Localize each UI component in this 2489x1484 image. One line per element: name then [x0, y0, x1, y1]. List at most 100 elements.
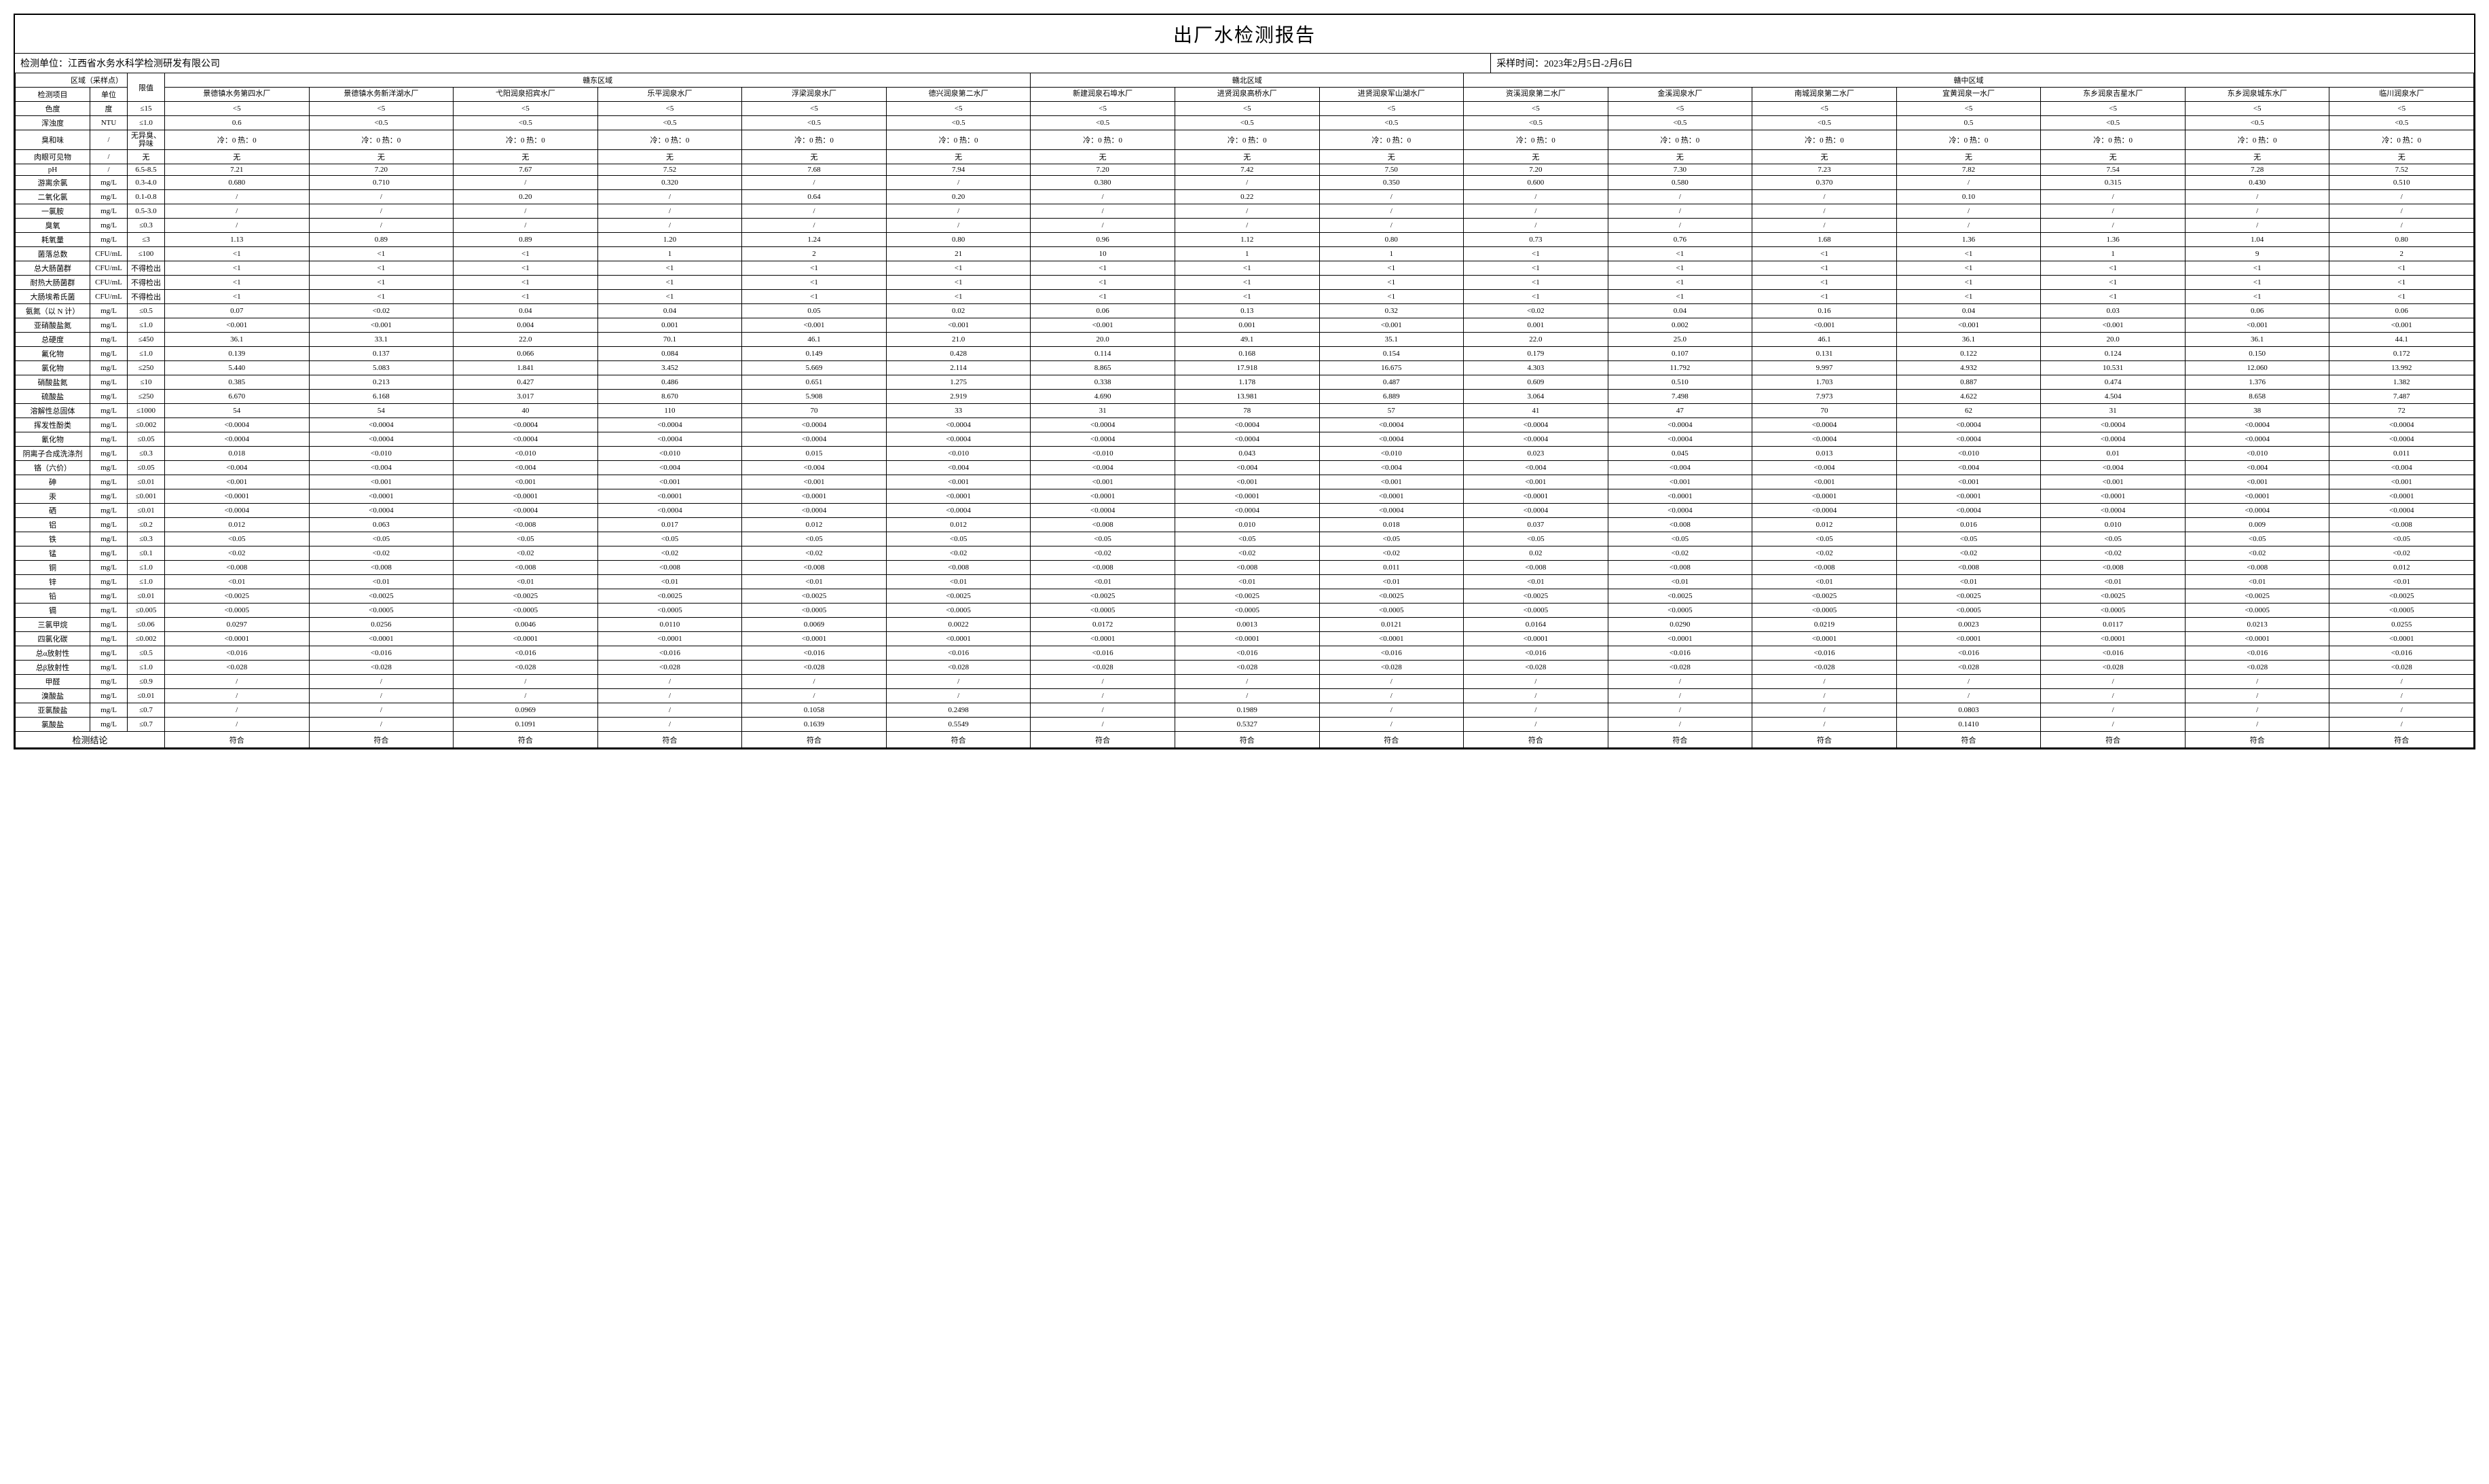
table-row: 二氧化氯mg/L0.1-0.8//0.20/0.640.20/0.22////0… [16, 190, 2474, 204]
cell-value: 无 [2041, 150, 2186, 164]
cell-value: / [309, 190, 454, 204]
param-limit: ≤250 [128, 361, 165, 375]
cell-value: / [165, 675, 310, 689]
cell-value: 0.0297 [165, 618, 310, 632]
param-name: 耗氧量 [16, 233, 90, 247]
cell-value: 0.427 [454, 375, 598, 390]
cell-value: / [2329, 190, 2474, 204]
param-name: 总大肠菌群 [16, 261, 90, 276]
cell-value: / [597, 204, 742, 219]
cell-value: <1 [2185, 261, 2329, 276]
cell-value: 0.2498 [886, 703, 1031, 718]
param-name: 氯化物 [16, 361, 90, 375]
cell-value: <1 [2185, 276, 2329, 290]
cell-value: <0.008 [2329, 518, 2474, 532]
param-limit: ≤0.05 [128, 432, 165, 447]
param-name: 亚氯酸盐 [16, 703, 90, 718]
cell-value: 13.992 [2329, 361, 2474, 375]
table-row: 硒mg/L≤0.01<0.0004<0.0004<0.0004<0.0004<0… [16, 504, 2474, 518]
cell-value: <1 [742, 276, 887, 290]
cell-value: / [454, 675, 598, 689]
cell-value: / [1896, 675, 2041, 689]
cell-value: <0.001 [1031, 475, 1175, 489]
cell-value: 7.973 [1752, 390, 1897, 404]
limit-label: 限值 [128, 73, 165, 102]
cell-value: 0.002 [1608, 318, 1752, 333]
cell-value: <0.010 [1896, 447, 2041, 461]
cell-value: <0.016 [1175, 646, 1319, 661]
cell-value: 0.0164 [1464, 618, 1608, 632]
cell-value: <0.0005 [1752, 604, 1897, 618]
cell-value: 0.122 [1896, 347, 2041, 361]
cell-value: <0.010 [309, 447, 454, 461]
plant-header: 东乡润泉吉星水厂 [2041, 88, 2186, 102]
cell-value: <1 [1752, 276, 1897, 290]
cell-value: 0.0022 [886, 618, 1031, 632]
cell-value: <0.01 [2185, 575, 2329, 589]
cell-value: <5 [309, 102, 454, 116]
table-row: 硫酸盐mg/L≤2506.6706.1683.0178.6705.9082.91… [16, 390, 2474, 404]
cell-value: <0.010 [886, 447, 1031, 461]
param-name: 四氯化碳 [16, 632, 90, 646]
cell-value: <1 [2041, 290, 2186, 304]
cell-value: <0.001 [2041, 318, 2186, 333]
cell-value: <0.5 [597, 116, 742, 130]
cell-value: / [309, 718, 454, 732]
cell-value: <1 [1608, 261, 1752, 276]
cell-value: 0.107 [1608, 347, 1752, 361]
cell-value: <1 [1031, 261, 1175, 276]
cell-value: 0.651 [742, 375, 887, 390]
cell-value: <0.0001 [886, 489, 1031, 504]
table-row: 锰mg/L≤0.1<0.02<0.02<0.02<0.02<0.02<0.02<… [16, 546, 2474, 561]
conclusion-value: 符合 [309, 732, 454, 748]
param-unit: CFU/mL [90, 290, 128, 304]
cell-value: <0.001 [1319, 318, 1464, 333]
cell-value: 4.932 [1896, 361, 2041, 375]
conclusion-label: 检测结论 [16, 732, 165, 748]
cell-value: 冷：0 热：0 [742, 130, 887, 150]
cell-value: <1 [1175, 261, 1319, 276]
param-unit: mg/L [90, 703, 128, 718]
table-row: 铁mg/L≤0.3<0.05<0.05<0.05<0.05<0.05<0.05<… [16, 532, 2474, 546]
cell-value: <5 [2041, 102, 2186, 116]
cell-value: <0.05 [1752, 532, 1897, 546]
cell-value: / [886, 675, 1031, 689]
cell-value: <0.0001 [742, 489, 887, 504]
cell-value: 1.24 [742, 233, 887, 247]
cell-value: <0.0001 [309, 489, 454, 504]
cell-value: 0.03 [2041, 304, 2186, 318]
cell-value: 0.315 [2041, 176, 2186, 190]
cell-value: <0.001 [1031, 318, 1175, 333]
cell-value: <1 [1319, 261, 1464, 276]
cell-value: <0.5 [742, 116, 887, 130]
cell-value: <0.008 [1464, 561, 1608, 575]
cell-value: <0.004 [1175, 461, 1319, 475]
cell-value: 0.76 [1608, 233, 1752, 247]
cell-value: <1 [1752, 247, 1897, 261]
cell-value: 0.149 [742, 347, 887, 361]
cell-value: <0.016 [1608, 646, 1752, 661]
cell-value: <0.0025 [2329, 589, 2474, 604]
conclusion-row: 检测结论符合符合符合符合符合符合符合符合符合符合符合符合符合符合符合符合 [16, 732, 2474, 748]
cell-value: <0.0025 [454, 589, 598, 604]
cell-value: / [2329, 689, 2474, 703]
cell-value: <0.0004 [454, 432, 598, 447]
cell-value: / [165, 219, 310, 233]
cell-value: <0.008 [2041, 561, 2186, 575]
cell-value: 8.865 [1031, 361, 1175, 375]
cell-value: <0.028 [1175, 661, 1319, 675]
cell-value: / [2041, 204, 2186, 219]
cell-value: 1.36 [2041, 233, 2186, 247]
param-name: 溴酸盐 [16, 689, 90, 703]
cell-value: <0.0004 [1608, 504, 1752, 518]
cell-value: <0.004 [886, 461, 1031, 475]
cell-value: <0.008 [1608, 518, 1752, 532]
cell-value: <1 [1031, 276, 1175, 290]
cell-value: <5 [1031, 102, 1175, 116]
cell-value: <0.0005 [1319, 604, 1464, 618]
cell-value: <1 [1319, 290, 1464, 304]
meta-time: 采样时间：2023年2月5日-2月6日 [1490, 54, 2474, 73]
cell-value: <0.001 [1175, 475, 1319, 489]
cell-value: <0.0025 [2185, 589, 2329, 604]
cell-value: <0.02 [309, 546, 454, 561]
